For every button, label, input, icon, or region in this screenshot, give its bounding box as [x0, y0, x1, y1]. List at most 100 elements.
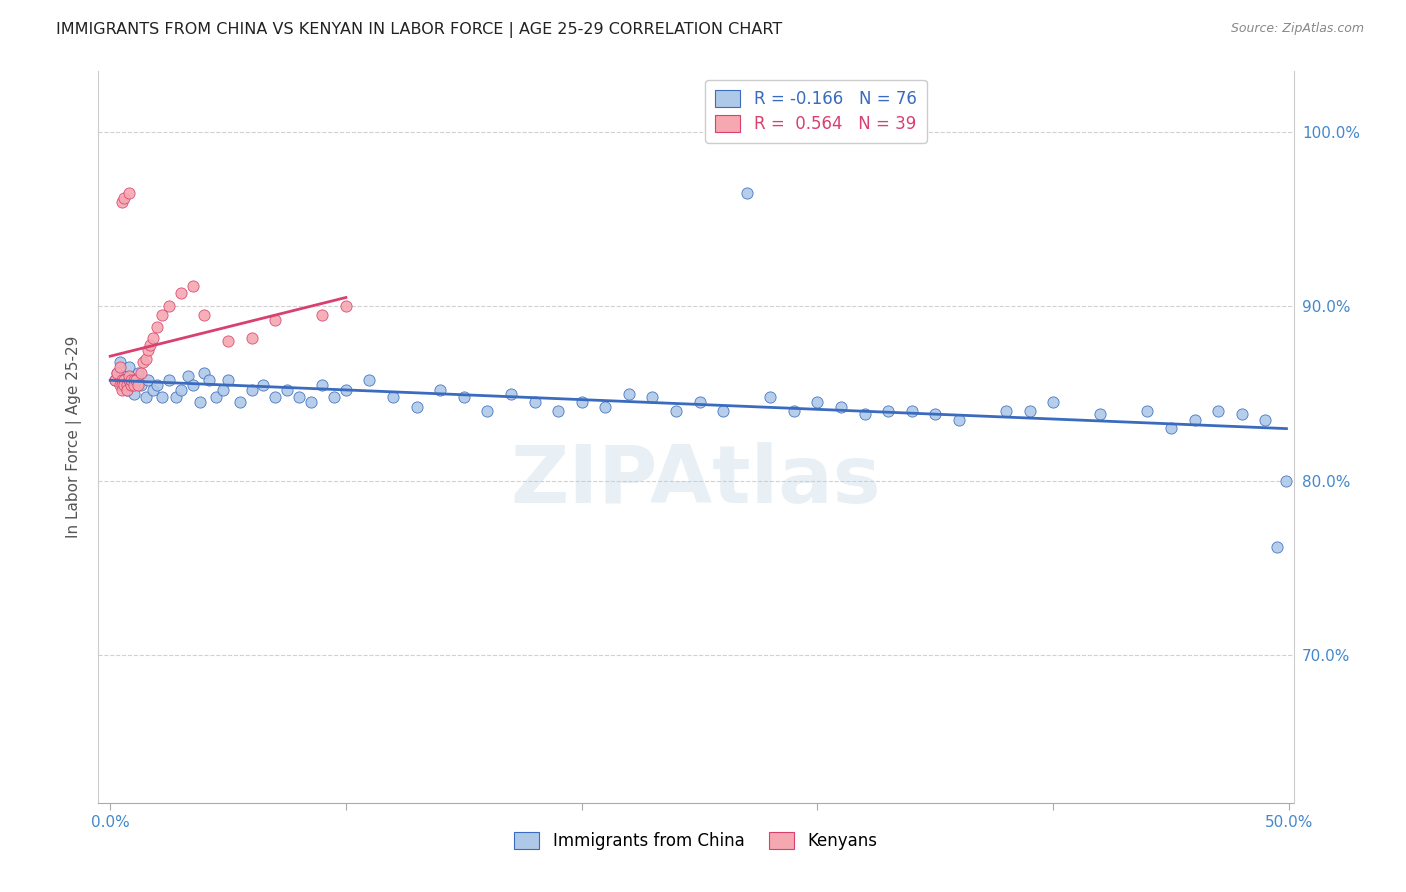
- Point: [115, 383, 138, 397]
- Point: [240, 331, 263, 345]
- Point: [240, 383, 263, 397]
- Point: [170, 383, 193, 397]
- Point: [288, 390, 311, 404]
- Text: ZIPAtlas: ZIPAtlas: [510, 442, 882, 520]
- Point: [118, 186, 141, 201]
- Point: [229, 395, 252, 409]
- Point: [111, 194, 134, 209]
- Y-axis label: In Labor Force | Age 25-29: In Labor Force | Age 25-29: [66, 336, 83, 538]
- Point: [188, 395, 211, 409]
- Point: [135, 390, 157, 404]
- Point: [181, 377, 204, 392]
- Point: [547, 404, 569, 418]
- Point: [523, 395, 546, 409]
- Point: [122, 377, 145, 392]
- Point: [111, 377, 134, 392]
- Point: [108, 360, 131, 375]
- Point: [198, 373, 221, 387]
- Point: [128, 366, 150, 380]
- Point: [111, 373, 134, 387]
- Point: [112, 192, 135, 206]
- Point: [120, 373, 142, 387]
- Point: [477, 404, 499, 418]
- Point: [136, 373, 159, 387]
- Point: [112, 373, 135, 387]
- Point: [641, 390, 664, 404]
- Point: [323, 390, 346, 404]
- Point: [146, 377, 169, 392]
- Point: [135, 351, 157, 366]
- Point: [112, 369, 135, 384]
- Point: [157, 300, 180, 314]
- Point: [125, 373, 148, 387]
- Text: Source: ZipAtlas.com: Source: ZipAtlas.com: [1230, 22, 1364, 36]
- Point: [136, 343, 159, 357]
- Point: [142, 331, 165, 345]
- Point: [665, 404, 688, 418]
- Point: [900, 404, 922, 418]
- Point: [1018, 404, 1040, 418]
- Point: [264, 390, 287, 404]
- Point: [264, 313, 287, 327]
- Point: [157, 373, 180, 387]
- Point: [299, 395, 322, 409]
- Point: [1275, 474, 1298, 488]
- Point: [205, 390, 228, 404]
- Text: IMMIGRANTS FROM CHINA VS KENYAN IN LABOR FORCE | AGE 25-29 CORRELATION CHART: IMMIGRANTS FROM CHINA VS KENYAN IN LABOR…: [56, 22, 783, 38]
- Point: [212, 383, 235, 397]
- Point: [139, 338, 162, 352]
- Point: [217, 334, 239, 349]
- Point: [759, 390, 782, 404]
- Point: [105, 366, 128, 380]
- Point: [118, 373, 141, 387]
- Point: [129, 377, 152, 392]
- Point: [120, 376, 142, 390]
- Point: [853, 408, 876, 422]
- Point: [335, 383, 357, 397]
- Point: [335, 300, 357, 314]
- Point: [830, 401, 852, 415]
- Point: [111, 377, 134, 392]
- Point: [120, 377, 142, 392]
- Point: [948, 412, 970, 426]
- Point: [181, 278, 204, 293]
- Point: [877, 404, 900, 418]
- Point: [806, 395, 828, 409]
- Point: [711, 404, 734, 418]
- Point: [689, 395, 711, 409]
- Point: [359, 373, 381, 387]
- Point: [122, 386, 145, 401]
- Point: [129, 366, 152, 380]
- Point: [146, 320, 169, 334]
- Point: [115, 377, 138, 392]
- Point: [217, 373, 239, 387]
- Point: [453, 390, 475, 404]
- Point: [276, 383, 298, 397]
- Legend: Immigrants from China, Kenyans: Immigrants from China, Kenyans: [508, 825, 884, 856]
- Point: [1136, 404, 1159, 418]
- Point: [132, 355, 155, 369]
- Point: [150, 308, 173, 322]
- Point: [112, 377, 135, 392]
- Point: [165, 390, 187, 404]
- Point: [170, 285, 193, 300]
- Point: [104, 373, 127, 387]
- Point: [735, 186, 758, 201]
- Point: [111, 383, 134, 397]
- Point: [382, 390, 405, 404]
- Point: [118, 369, 141, 384]
- Point: [122, 373, 145, 387]
- Point: [1230, 408, 1253, 422]
- Point: [125, 373, 148, 387]
- Point: [405, 401, 427, 415]
- Point: [1206, 404, 1229, 418]
- Point: [118, 360, 141, 375]
- Point: [1184, 412, 1206, 426]
- Point: [252, 377, 274, 392]
- Point: [1042, 395, 1064, 409]
- Point: [193, 308, 215, 322]
- Point: [924, 408, 946, 422]
- Point: [177, 369, 200, 384]
- Point: [593, 401, 616, 415]
- Point: [150, 390, 173, 404]
